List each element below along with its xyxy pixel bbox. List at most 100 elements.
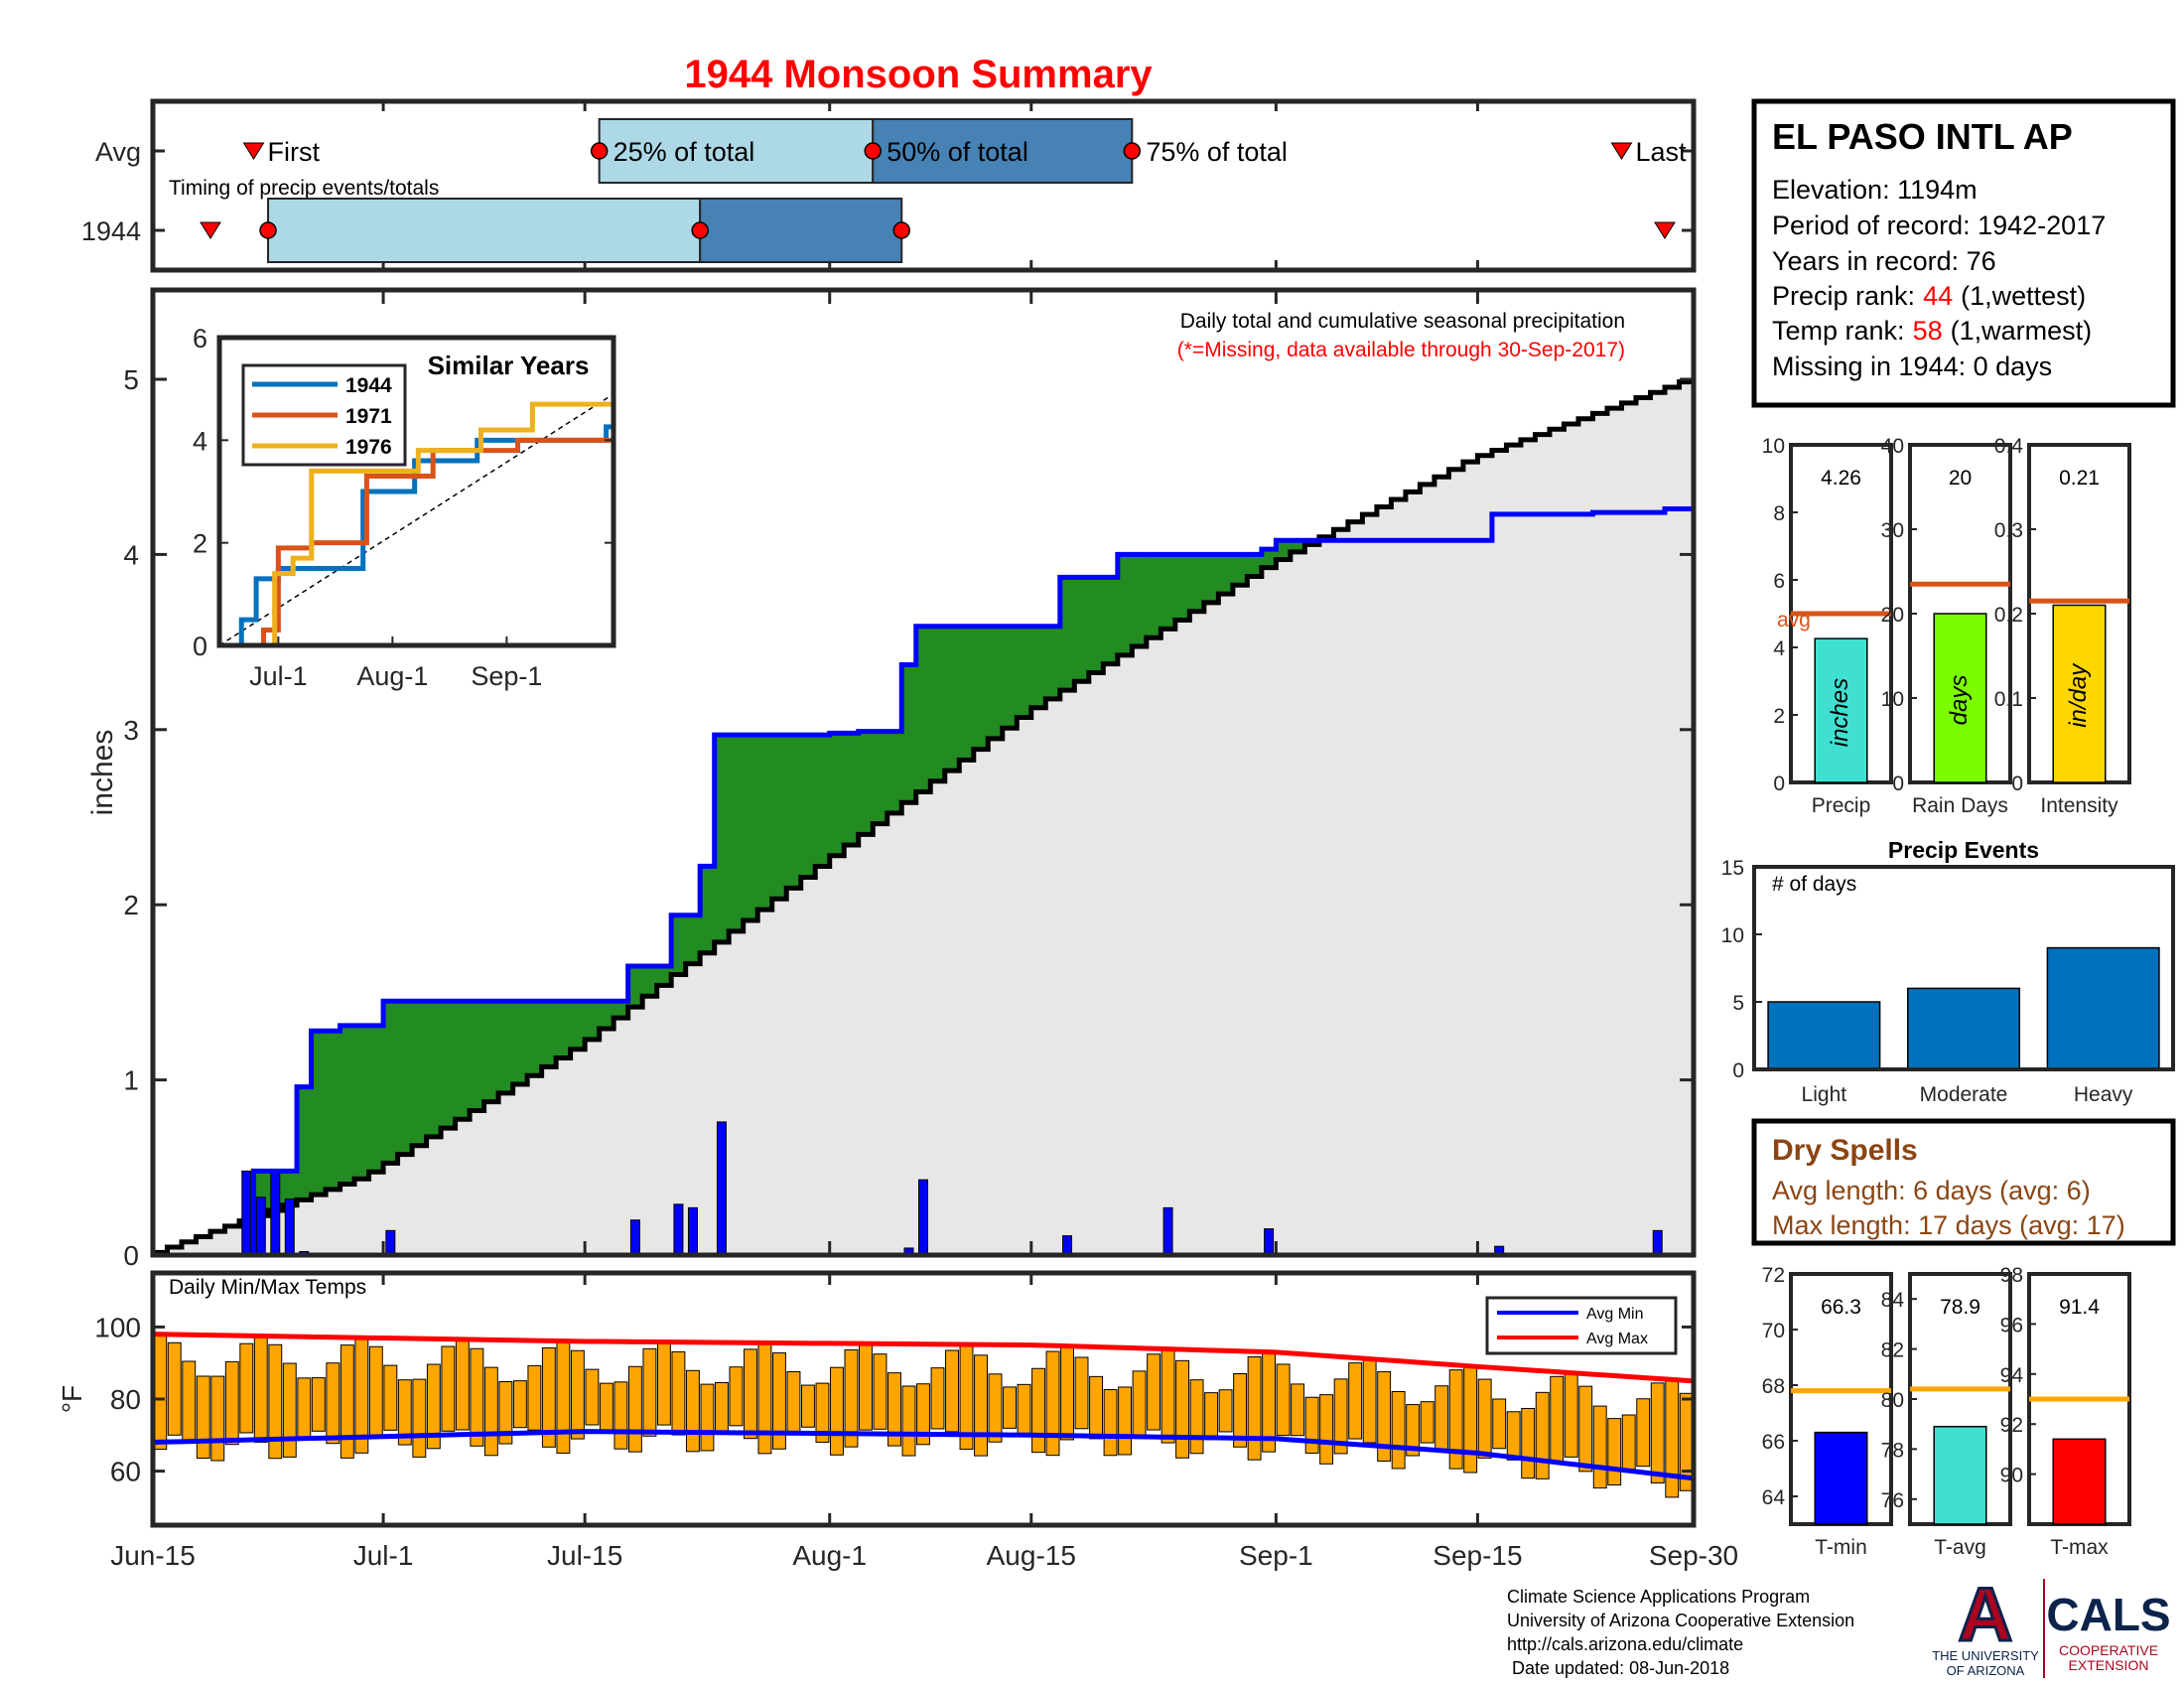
daily-temp-bar bbox=[1031, 1367, 1045, 1454]
date-axis-labels: Jun-15 Jul-1 Jul-15 Aug-1 Aug-15 Sep-1 Sep-15 S… bbox=[110, 1540, 1738, 1571]
stat-bar bbox=[1814, 1431, 1868, 1525]
departure-fill bbox=[470, 1001, 485, 1111]
timing-row-year: 1944 bbox=[81, 216, 141, 246]
daily-temp-bar bbox=[470, 1347, 484, 1447]
departure-fill bbox=[714, 735, 730, 942]
departure-fill bbox=[614, 1001, 629, 1019]
departure-fill bbox=[771, 735, 787, 900]
footer-credits: Climate Science Applications Program Uni… bbox=[1507, 1587, 1854, 1678]
date-label: Jun-15 bbox=[110, 1540, 196, 1571]
daily-temp-bar bbox=[1319, 1394, 1334, 1465]
daily-temp-bar bbox=[988, 1373, 1003, 1443]
event-category-label: Moderate bbox=[1920, 1083, 2008, 1106]
date-label: Jul-15 bbox=[547, 1540, 622, 1571]
events-frame bbox=[1752, 865, 2175, 1071]
stat-ytick-label: 94 bbox=[2000, 1364, 2024, 1387]
stat-ytick-label: 78 bbox=[1881, 1439, 1904, 1462]
precip-ytick-label: 1 bbox=[123, 1065, 139, 1096]
inset-legend-label-1971: 1971 bbox=[345, 405, 392, 428]
timing-avg-q25-q50-bar bbox=[598, 118, 875, 184]
precip-stat-panels: 0 2 4 6 8 10 4.26 Precip inches avg 0 10 20 30 40 20 Rai… bbox=[1762, 435, 2131, 817]
temp-stat-t-avg: 76 78 80 82 84 78.9 T-avg bbox=[1881, 1272, 2012, 1559]
daily-precip-bar bbox=[255, 1196, 266, 1256]
avg-max-line bbox=[152, 1332, 1695, 1384]
daily-temp-bar bbox=[167, 1341, 182, 1436]
stat-value: 78.9 bbox=[1940, 1296, 1980, 1319]
daily-temp-bar bbox=[1204, 1392, 1219, 1437]
timing-year-quartile-marker bbox=[691, 221, 709, 239]
daily-temp-bar bbox=[945, 1349, 959, 1433]
departure-fill bbox=[426, 1001, 442, 1137]
stat-unit-label: in/day bbox=[2065, 662, 2092, 728]
stat-value: 0.21 bbox=[2059, 467, 2100, 490]
temp-rank-value: 58 bbox=[1913, 316, 1943, 346]
similar-years-inset: 0 2 4 6 Jul-1 Aug-1 Sep-1 Similar Years 1944 1… bbox=[193, 324, 616, 691]
precip-ytick-label: 4 bbox=[123, 539, 139, 570]
stat-value: 20 bbox=[1949, 467, 1972, 490]
daily-temp-bar bbox=[570, 1349, 585, 1440]
daily-precip-bar bbox=[673, 1203, 684, 1256]
date-label: Aug-1 bbox=[792, 1540, 867, 1571]
daily-precip-bar bbox=[1162, 1206, 1173, 1256]
departure-fill bbox=[340, 1025, 355, 1185]
temps-ytick-label: 100 bbox=[94, 1312, 141, 1342]
station-precip-rank: Precip rank: 44 (1,wettest) bbox=[1772, 281, 2086, 311]
daily-temp-bar bbox=[916, 1383, 930, 1446]
stat-ytick-label: 64 bbox=[1762, 1486, 1786, 1509]
daily-temp-bar bbox=[1276, 1363, 1291, 1437]
station-years: Years in record: 76 bbox=[1772, 246, 1996, 276]
station-info-box: EL PASO INTL AP Elevation: 1194m Period … bbox=[1751, 98, 2176, 408]
date-label: Sep-1 bbox=[1239, 1540, 1313, 1571]
figure-title: 1944 Monsoon Summary bbox=[684, 53, 1153, 96]
timing-q25-label: 25% of total bbox=[614, 137, 755, 167]
stat-ytick-label: 98 bbox=[2000, 1264, 2023, 1287]
daily-precip-bar bbox=[1062, 1235, 1073, 1256]
footer-line-4: Date updated: 08-Jun-2018 bbox=[1507, 1658, 1729, 1678]
departure-fill bbox=[1030, 626, 1046, 708]
dry-spells-title: Dry Spells bbox=[1772, 1134, 1918, 1167]
daily-temp-bar bbox=[397, 1379, 412, 1446]
daily-temp-bar bbox=[383, 1364, 398, 1431]
daily-temp-bar bbox=[614, 1381, 628, 1450]
daily-temp-bar bbox=[599, 1382, 614, 1433]
timing-first-label: First bbox=[268, 137, 321, 167]
daily-temp-bar bbox=[1074, 1356, 1089, 1430]
daily-temp-bar bbox=[1291, 1383, 1305, 1437]
precip-rank-value: 44 bbox=[1923, 281, 1953, 311]
date-label: Sep-30 bbox=[1649, 1540, 1738, 1571]
stat-ytick-label: 0.4 bbox=[1994, 435, 2024, 458]
daily-temp-bar bbox=[830, 1366, 844, 1456]
departure-fill bbox=[1074, 577, 1090, 682]
departure-fill bbox=[757, 735, 773, 911]
daily-precip-bar bbox=[1264, 1228, 1275, 1256]
stat-ytick-label: 4 bbox=[1773, 637, 1785, 660]
timing-year-first-last-marker bbox=[200, 221, 221, 239]
inset-ticks: 0 2 4 6 Jul-1 Aug-1 Sep-1 bbox=[193, 324, 614, 691]
daily-precip-bar bbox=[385, 1229, 396, 1256]
events-note: # of days bbox=[1772, 873, 1856, 896]
inset-legend-label-1944: 1944 bbox=[345, 374, 392, 397]
inset-legend: 1944 1971 1976 bbox=[241, 363, 407, 467]
stat-unit-label: days bbox=[1946, 675, 1973, 726]
stat-ytick-label: 0.3 bbox=[1994, 519, 2023, 542]
stat-ytick-label: 0 bbox=[1892, 773, 1904, 795]
departure-fill bbox=[383, 1001, 399, 1164]
events-content: Light Moderate Heavy 0 5 10 15 bbox=[1721, 857, 2160, 1106]
stat-ytick-label: 40 bbox=[1881, 435, 1904, 458]
daily-temp-bar bbox=[1391, 1391, 1406, 1470]
stat-ytick-label: 2 bbox=[1773, 705, 1785, 728]
stat-ytick-label: 0 bbox=[1773, 773, 1785, 795]
daily-temp-bar bbox=[757, 1342, 772, 1455]
events-title: Precip Events bbox=[1888, 837, 2039, 863]
departure-fill bbox=[815, 735, 831, 867]
daily-temp-bar bbox=[1463, 1365, 1478, 1474]
departure-fill bbox=[1232, 554, 1248, 586]
daily-temp-bar bbox=[483, 1366, 498, 1457]
cals-line-2: EXTENSION bbox=[2069, 1657, 2149, 1673]
station-elevation: Elevation: 1194m bbox=[1772, 175, 1978, 205]
departure-fill bbox=[512, 1001, 528, 1085]
events-ytick-label: 15 bbox=[1721, 857, 1744, 880]
daily-temp-bar bbox=[642, 1347, 657, 1437]
departure-fill bbox=[729, 735, 745, 931]
precip-ytick-label: 3 bbox=[123, 715, 139, 746]
